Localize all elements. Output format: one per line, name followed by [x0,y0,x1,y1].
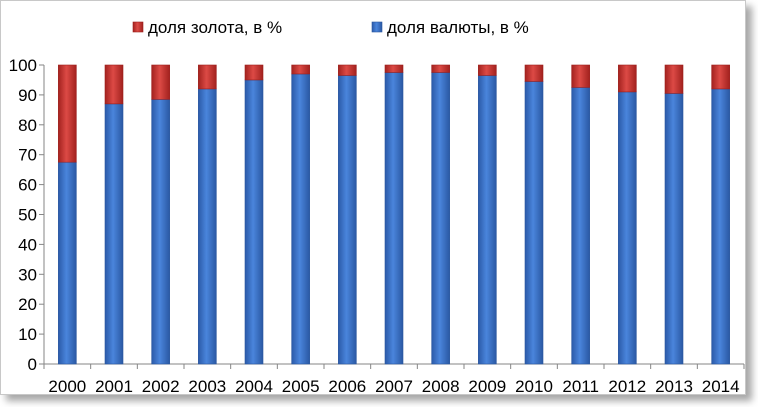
y-tick-label: 20 [18,295,37,314]
legend-swatch [132,21,144,33]
x-tick-label: 2013 [655,377,693,396]
legend-label: доля золота, в % [148,18,282,37]
x-tick-label: 2002 [142,377,180,396]
bar-currency-share [618,91,637,365]
bar-gold-share [664,64,684,94]
bar-currency-share [291,73,310,365]
legend-swatch [371,21,383,33]
bar-gold-share [524,64,544,82]
y-tick-label: 30 [18,265,37,284]
x-tick-label: 2009 [468,377,506,396]
x-tick-label: 2005 [282,377,320,396]
y-tick-label: 70 [18,146,37,165]
bar-gold-share [618,64,637,93]
legend-item-currency: доля валюты, в % [371,18,529,37]
bar-currency-share [198,88,217,365]
bar-gold-share [198,64,217,90]
bar-gold-share [711,64,730,90]
y-tick-label: 0 [28,355,37,374]
y-tick-label: 50 [18,206,37,225]
bar-gold-share [478,64,497,76]
bar-currency-share [571,87,590,365]
bar-currency-share [384,72,404,365]
bar-currency-share [151,99,170,365]
bar-gold-share [291,64,310,75]
x-tick-label: 2007 [375,377,413,396]
x-tick-label: 2008 [422,377,460,396]
bar-currency-share [58,161,77,365]
bar-gold-share [104,64,124,105]
x-tick-label: 2001 [95,377,133,396]
y-tick-label: 60 [18,176,37,195]
x-tick-labels: 2000 2001 2002 2003 2004 2005 2006 2007 2008 2009… [48,377,739,396]
legend-label: доля валюты, в % [387,18,529,37]
y-tick-label: 40 [18,235,37,254]
y-tick-label: 90 [18,86,37,105]
bar-gold-share [151,64,170,100]
x-tick-label: 2010 [515,377,553,396]
y-tick-labels: 0 10 20 30 40 50 60 70 80 90 100 [9,56,37,374]
bar-gold-share [571,64,590,88]
legend-item-gold: доля золота, в % [132,18,282,37]
y-tick-label: 80 [18,116,37,135]
legend: доля золота, в % доля валюты, в % [132,18,529,37]
x-tick-label: 2003 [188,377,226,396]
bar-currency-share [524,81,544,365]
y-tick-label: 10 [18,325,37,344]
bar-gold-share [338,64,357,76]
bar-currency-share [338,75,357,365]
bar-gold-share [244,64,264,81]
bar-gold-share [58,64,77,163]
bar-currency-share [664,93,684,365]
y-tick-label: 100 [9,56,37,75]
bar-currency-share [244,79,264,365]
bar-gold-share [431,64,450,73]
x-tick-label: 2004 [235,377,273,396]
x-tick-label: 2000 [48,377,86,396]
bar-currency-share [431,72,450,365]
bar-currency-share [711,88,730,365]
x-tick-label: 2012 [608,377,646,396]
bar-gold-share [384,64,404,73]
bars [58,64,730,365]
x-tick-label: 2014 [702,377,740,396]
bar-currency-share [104,103,124,365]
bar-currency-share [478,75,497,365]
x-tick-label: 2006 [328,377,366,396]
x-tick-label: 2011 [562,377,599,396]
